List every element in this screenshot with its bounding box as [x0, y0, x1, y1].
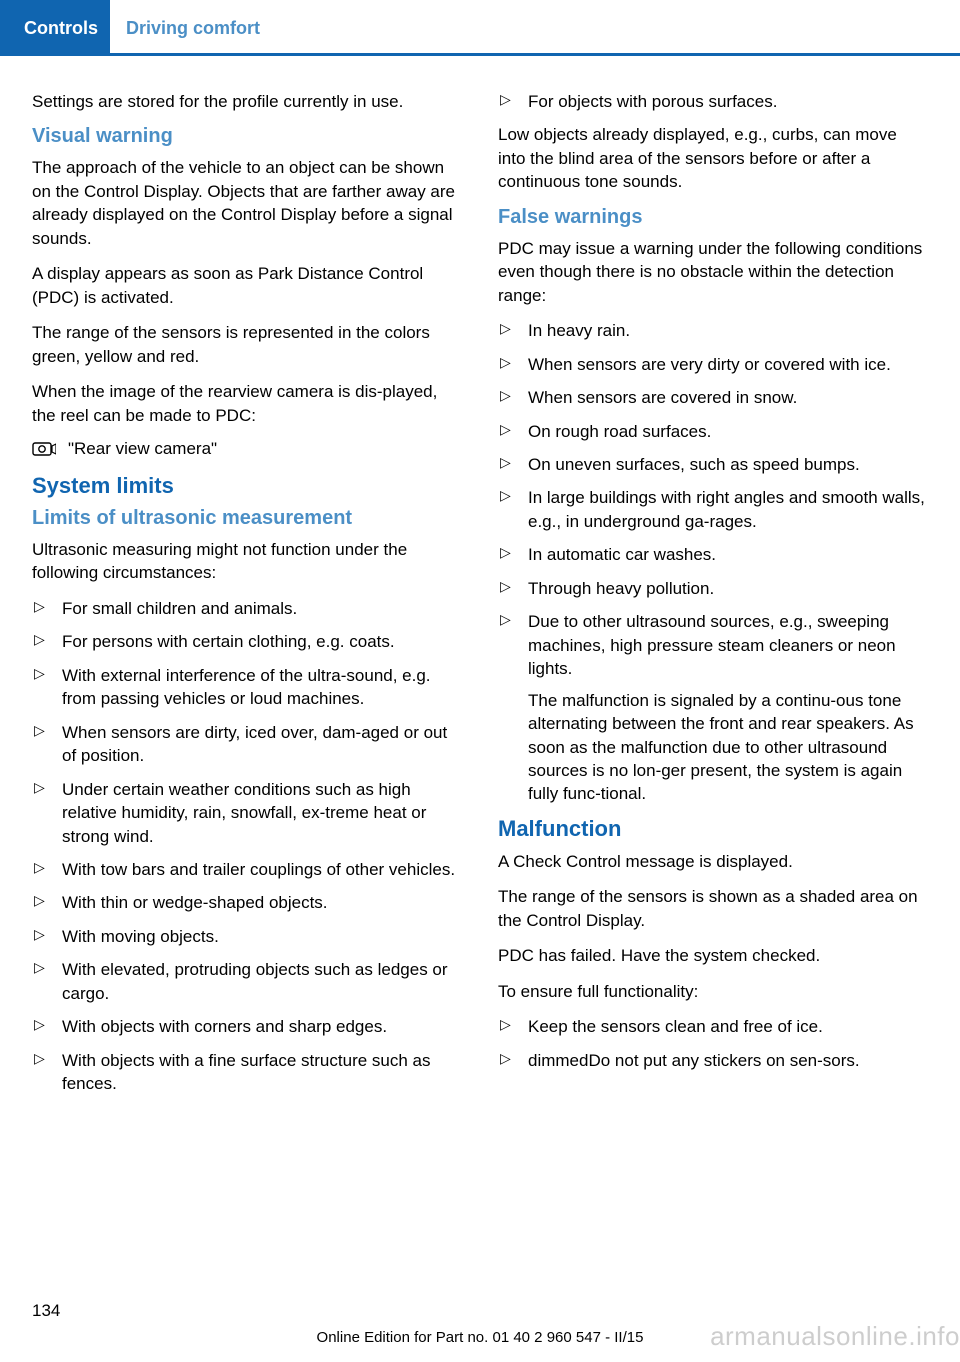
porous-list: For objects with porous surfaces.: [498, 90, 928, 113]
false-warnings-list: In heavy rain. When sensors are very dir…: [498, 319, 928, 680]
list-item: In heavy rain.: [498, 319, 928, 342]
body-text: The range of the sensors is represented …: [32, 321, 462, 368]
list-item: With external interference of the ultra‐…: [32, 664, 462, 711]
list-item: For objects with porous surfaces.: [498, 90, 928, 113]
list-item: For persons with certain clothing, e.g. …: [32, 630, 462, 653]
list-item: For small children and animals.: [32, 597, 462, 620]
limits-list: For small children and animals. For pers…: [32, 597, 462, 1096]
page-number: 134: [32, 1301, 928, 1321]
body-text: To ensure full functionality:: [498, 980, 928, 1003]
heading-system-limits: System limits: [32, 473, 462, 499]
list-item: Through heavy pollution.: [498, 577, 928, 600]
left-column: Settings are stored for the profile curr…: [32, 90, 462, 1106]
malfunction-list: Keep the sensors clean and free of ice. …: [498, 1015, 928, 1072]
malfunction-note: The malfunction is signaled by a continu…: [498, 689, 928, 806]
header-section-tab: Controls: [0, 0, 110, 56]
body-text: A Check Control message is displayed.: [498, 850, 928, 873]
watermark: armanualsonline.info: [710, 1321, 960, 1352]
list-item: When sensors are dirty, iced over, dam‐a…: [32, 721, 462, 768]
heading-limits-ultrasonic: Limits of ultrasonic measurement: [32, 507, 462, 530]
body-text: PDC may issue a warning under the follow…: [498, 237, 928, 307]
list-item: On rough road surfaces.: [498, 420, 928, 443]
body-text: PDC has failed. Have the system checked.: [498, 944, 928, 967]
body-text: Ultrasonic measuring might not function …: [32, 538, 462, 585]
body-text: The range of the sensors is shown as a s…: [498, 885, 928, 932]
list-item: With moving objects.: [32, 925, 462, 948]
list-item: When sensors are very dirty or covered w…: [498, 353, 928, 376]
list-item: Due to other ultrasound sources, e.g., s…: [498, 610, 928, 680]
header-subsection: Driving comfort: [110, 0, 960, 56]
rear-view-camera-row: "Rear view camera": [32, 439, 462, 459]
body-text: A display appears as soon as Park Distan…: [32, 262, 462, 309]
page-content: Settings are stored for the profile curr…: [0, 56, 960, 1126]
body-text: Low objects already displayed, e.g., cur…: [498, 123, 928, 193]
intro-text: Settings are stored for the profile curr…: [32, 90, 462, 113]
list-item: In automatic car washes.: [498, 543, 928, 566]
header-bar: Controls Driving comfort: [0, 0, 960, 56]
list-item: With elevated, protruding objects such a…: [32, 958, 462, 1005]
heading-malfunction: Malfunction: [498, 816, 928, 842]
heading-false-warnings: False warnings: [498, 206, 928, 229]
list-item: In large buildings with right angles and…: [498, 486, 928, 533]
list-item: With thin or wedge-shaped objects.: [32, 891, 462, 914]
list-item: Keep the sensors clean and free of ice.: [498, 1015, 928, 1038]
list-item: With objects with corners and sharp edge…: [32, 1015, 462, 1038]
camera-icon: [32, 440, 56, 458]
list-item: With tow bars and trailer couplings of o…: [32, 858, 462, 881]
body-text: The approach of the vehicle to an object…: [32, 156, 462, 250]
body-text: When the image of the rearview camera is…: [32, 380, 462, 427]
list-item: When sensors are covered in snow.: [498, 386, 928, 409]
right-column: For objects with porous surfaces. Low ob…: [498, 90, 928, 1106]
rear-view-label: "Rear view camera": [68, 439, 217, 459]
list-item: On uneven surfaces, such as speed bumps.: [498, 453, 928, 476]
list-item: Under certain weather conditions such as…: [32, 778, 462, 848]
list-item: dimmedDo not put any stickers on sen‐sor…: [498, 1049, 928, 1072]
heading-visual-warning: Visual warning: [32, 125, 462, 148]
list-item: With objects with a fine surface structu…: [32, 1049, 462, 1096]
